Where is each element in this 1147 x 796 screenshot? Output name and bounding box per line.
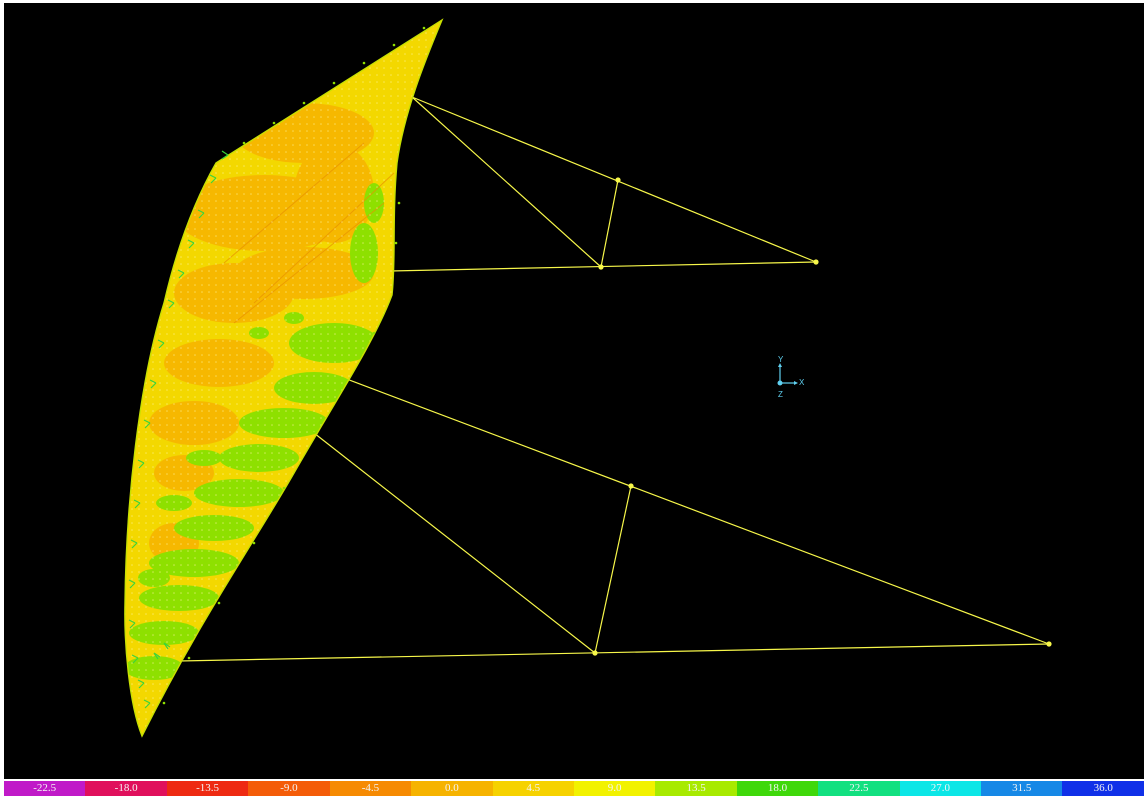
legend-label: 4.5 bbox=[526, 782, 541, 794]
stress-contour-wall[interactable] bbox=[104, 3, 464, 763]
legend-label: 36.0 bbox=[1093, 782, 1113, 794]
model-viewport[interactable]: Y X Z bbox=[4, 3, 1144, 779]
legend-segment: 9.0 bbox=[573, 781, 656, 796]
wall-edge bbox=[124, 18, 444, 738]
legend-label: 27.0 bbox=[930, 782, 950, 794]
axis-triad-icon bbox=[777, 363, 798, 386]
legend-segment: 31.5 bbox=[981, 781, 1063, 796]
model-canvas bbox=[104, 3, 1052, 763]
axis-x-label: X bbox=[799, 378, 805, 387]
legend-label: -22.5 bbox=[33, 782, 57, 794]
legend-label: -4.5 bbox=[361, 782, 380, 794]
axis-z-label: Z bbox=[778, 390, 783, 399]
axis-triad: Y X Z bbox=[766, 355, 806, 403]
legend-segment: 27.0 bbox=[899, 781, 982, 796]
legend-label: 13.5 bbox=[686, 782, 706, 794]
legend-label: 0.0 bbox=[444, 782, 459, 794]
cable-truss-lower bbox=[178, 377, 1050, 662]
legend-segment: -13.5 bbox=[166, 781, 249, 796]
legend-label: -9.0 bbox=[280, 782, 298, 794]
legend-segment: -22.5 bbox=[4, 781, 86, 796]
edge-nodes bbox=[162, 26, 426, 705]
legend-segment: -18.0 bbox=[85, 781, 167, 796]
legend-label: 22.5 bbox=[849, 782, 869, 794]
legend-label: 18.0 bbox=[767, 782, 788, 794]
legend-label: -18.0 bbox=[114, 782, 138, 794]
cable-nodes bbox=[592, 177, 1052, 656]
stress-color-legend: -22.5 -18.0 -13.5 -9.0 -4.5 0.0 4.5 9.0 13.5 18.0… bbox=[4, 781, 1144, 796]
support-markers bbox=[128, 150, 229, 709]
legend-label: 31.5 bbox=[1012, 782, 1032, 794]
legend-segment: 0.0 bbox=[411, 781, 493, 796]
legend-segment: 13.5 bbox=[655, 781, 737, 796]
legend-segment: 36.0 bbox=[1062, 781, 1144, 796]
axis-y-label: Y bbox=[778, 355, 784, 364]
legend-segment: -4.5 bbox=[329, 781, 412, 796]
legend-segment: 22.5 bbox=[818, 781, 900, 796]
legend-label: -13.5 bbox=[196, 782, 220, 794]
legend-segment: 18.0 bbox=[736, 781, 819, 796]
cable-truss-upper bbox=[389, 96, 817, 272]
legend-segment: 4.5 bbox=[492, 781, 574, 796]
legend-label: 9.0 bbox=[607, 782, 622, 794]
legend-segment: -9.0 bbox=[248, 781, 330, 796]
